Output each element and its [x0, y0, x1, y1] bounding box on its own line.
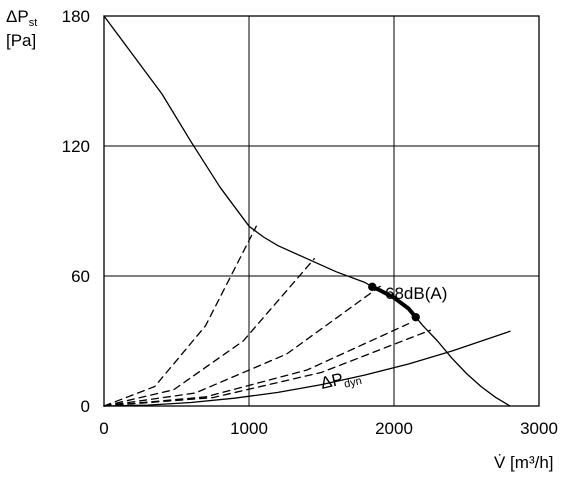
- system-curve-6: [103, 329, 431, 407]
- x-tick-label-2: 2000: [375, 419, 413, 438]
- dynamic-pressure-label-sub: dyn: [343, 375, 363, 391]
- series-line-0: [103, 15, 511, 407]
- y-axis-label-main: ΔPst: [6, 7, 37, 29]
- y-tick-label-0: 0: [81, 397, 90, 416]
- grid: [103, 15, 540, 407]
- operating-point-1: [411, 312, 420, 322]
- operating-point-0: [368, 282, 377, 292]
- series-group: [103, 15, 511, 407]
- dynamic-pressure-label: ΔPdyn: [319, 365, 363, 396]
- x-tick-label-1: 1000: [230, 419, 268, 438]
- plot-frame: [103, 15, 540, 407]
- x-tick-label-3: 3000: [520, 419, 558, 438]
- x-tick-label-0: 0: [99, 419, 108, 438]
- x-axis-label: V̇ [m³/h]: [494, 453, 554, 472]
- y-tick-label-3: 180: [62, 7, 90, 26]
- series-line-1: [103, 330, 511, 407]
- svg-text:ΔPdyn: ΔPdyn: [319, 365, 363, 396]
- y-tick-label-2: 120: [62, 137, 90, 156]
- dynamic-pressure-label-base: ΔP: [319, 369, 345, 393]
- operating-segment: [370, 284, 418, 320]
- system-curve-5: [103, 323, 410, 407]
- tick-labels: 0 1000 2000 3000 0 60 120 180: [62, 7, 558, 438]
- system-curve-2: [103, 225, 257, 407]
- system-curve-3: [103, 258, 315, 407]
- operating-point-label: 68dB(A): [385, 284, 447, 303]
- y-tick-label-1: 60: [71, 267, 90, 286]
- y-axis-label: ΔPst [Pa]: [6, 7, 37, 50]
- y-axis-label-unit: [Pa]: [6, 31, 36, 50]
